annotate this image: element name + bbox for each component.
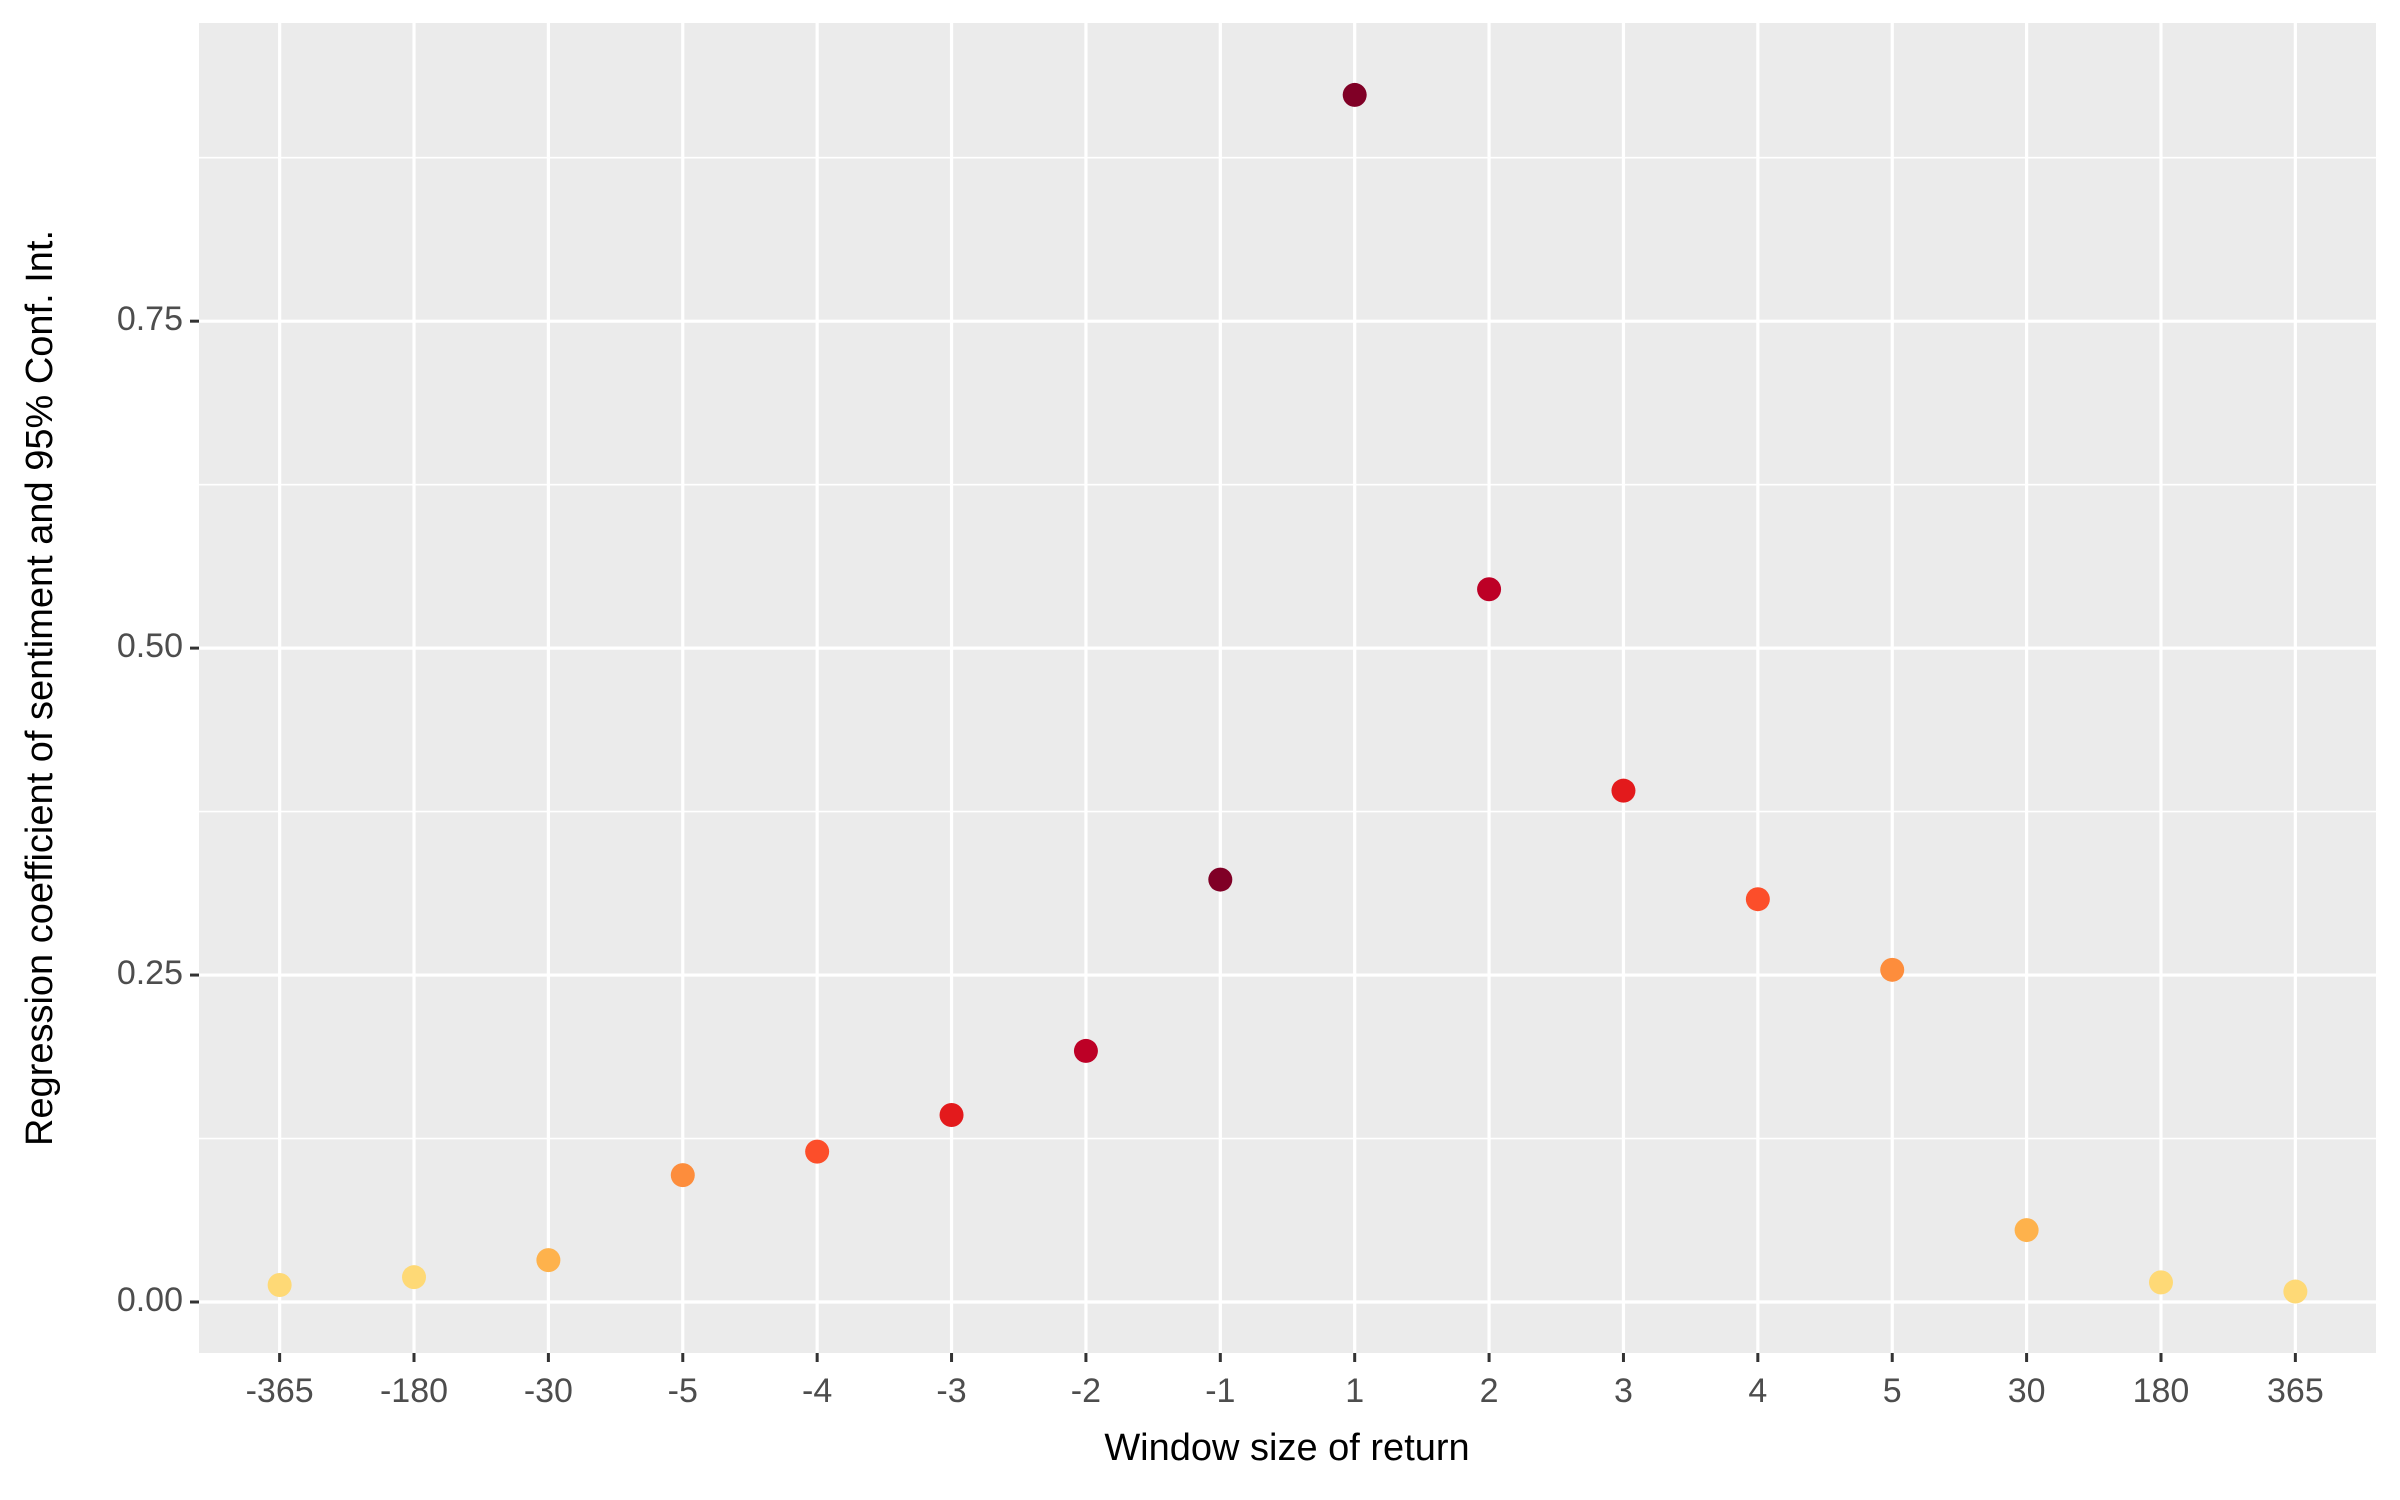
x-tick-label: -365 [246, 1372, 314, 1410]
x-tick-label: -180 [380, 1372, 448, 1410]
y-tick-label: 0.00 [117, 1281, 183, 1319]
x-tick-label: 5 [1883, 1372, 1902, 1410]
point [2148, 1270, 2173, 1295]
x-tick-label: -3 [936, 1372, 966, 1410]
point [1745, 887, 1770, 912]
point [402, 1265, 427, 1290]
point [2014, 1218, 2039, 1243]
x-tick-label: 1 [1345, 1372, 1364, 1410]
point [1073, 1038, 1098, 1063]
x-tick-label: 365 [2267, 1372, 2324, 1410]
x-tick-label: -30 [524, 1372, 573, 1410]
point [1880, 957, 1905, 982]
x-tick-label: -1 [1205, 1372, 1235, 1410]
point [1477, 577, 1502, 602]
point [1342, 82, 1367, 107]
point [536, 1248, 561, 1273]
x-tick-label: 4 [1748, 1372, 1767, 1410]
y-tick-label: 0.75 [117, 300, 183, 338]
y-axis-title: Regression coefficient of sentiment and … [19, 230, 61, 1146]
x-tick-label: -4 [802, 1372, 832, 1410]
point [1208, 867, 1233, 892]
x-axis-title: Window size of return [1104, 1427, 1469, 1469]
point [670, 1163, 695, 1188]
panel [199, 23, 2376, 1353]
x-tick-label: -2 [1071, 1372, 1101, 1410]
x-tick-label: 2 [1480, 1372, 1499, 1410]
y-tick-label: 0.25 [117, 954, 183, 992]
point [939, 1102, 964, 1127]
point [2283, 1279, 2308, 1304]
x-tick-label: 30 [2008, 1372, 2046, 1410]
x-tick-label: -5 [668, 1372, 698, 1410]
point [805, 1139, 830, 1164]
x-tick-label: 3 [1614, 1372, 1633, 1410]
y-tick-label: 0.50 [117, 627, 183, 665]
x-tick-label: 180 [2133, 1372, 2190, 1410]
point [1611, 778, 1636, 803]
point [267, 1272, 292, 1297]
